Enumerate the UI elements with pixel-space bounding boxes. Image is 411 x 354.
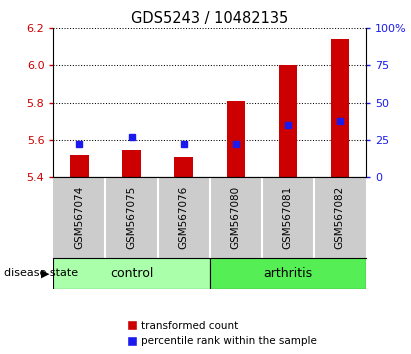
- Text: GSM567080: GSM567080: [231, 186, 240, 249]
- Title: GDS5243 / 10482135: GDS5243 / 10482135: [131, 11, 288, 26]
- Bar: [279, 64, 297, 177]
- Bar: [122, 150, 141, 177]
- Text: GSM567074: GSM567074: [74, 186, 84, 249]
- Text: GSM567076: GSM567076: [179, 186, 189, 249]
- Bar: [175, 156, 193, 177]
- Text: ▶: ▶: [41, 268, 49, 279]
- Text: disease state: disease state: [4, 268, 78, 279]
- Text: GSM567082: GSM567082: [335, 186, 345, 249]
- Text: GSM567075: GSM567075: [127, 186, 136, 249]
- Bar: [210, 258, 366, 289]
- Legend: transformed count, percentile rank within the sample: transformed count, percentile rank withi…: [123, 317, 321, 350]
- Bar: [70, 155, 89, 177]
- Bar: [53, 258, 210, 289]
- Bar: [226, 101, 245, 177]
- Bar: [331, 40, 349, 177]
- Text: arthritis: arthritis: [263, 267, 312, 280]
- Text: control: control: [110, 267, 153, 280]
- Text: GSM567081: GSM567081: [283, 186, 293, 249]
